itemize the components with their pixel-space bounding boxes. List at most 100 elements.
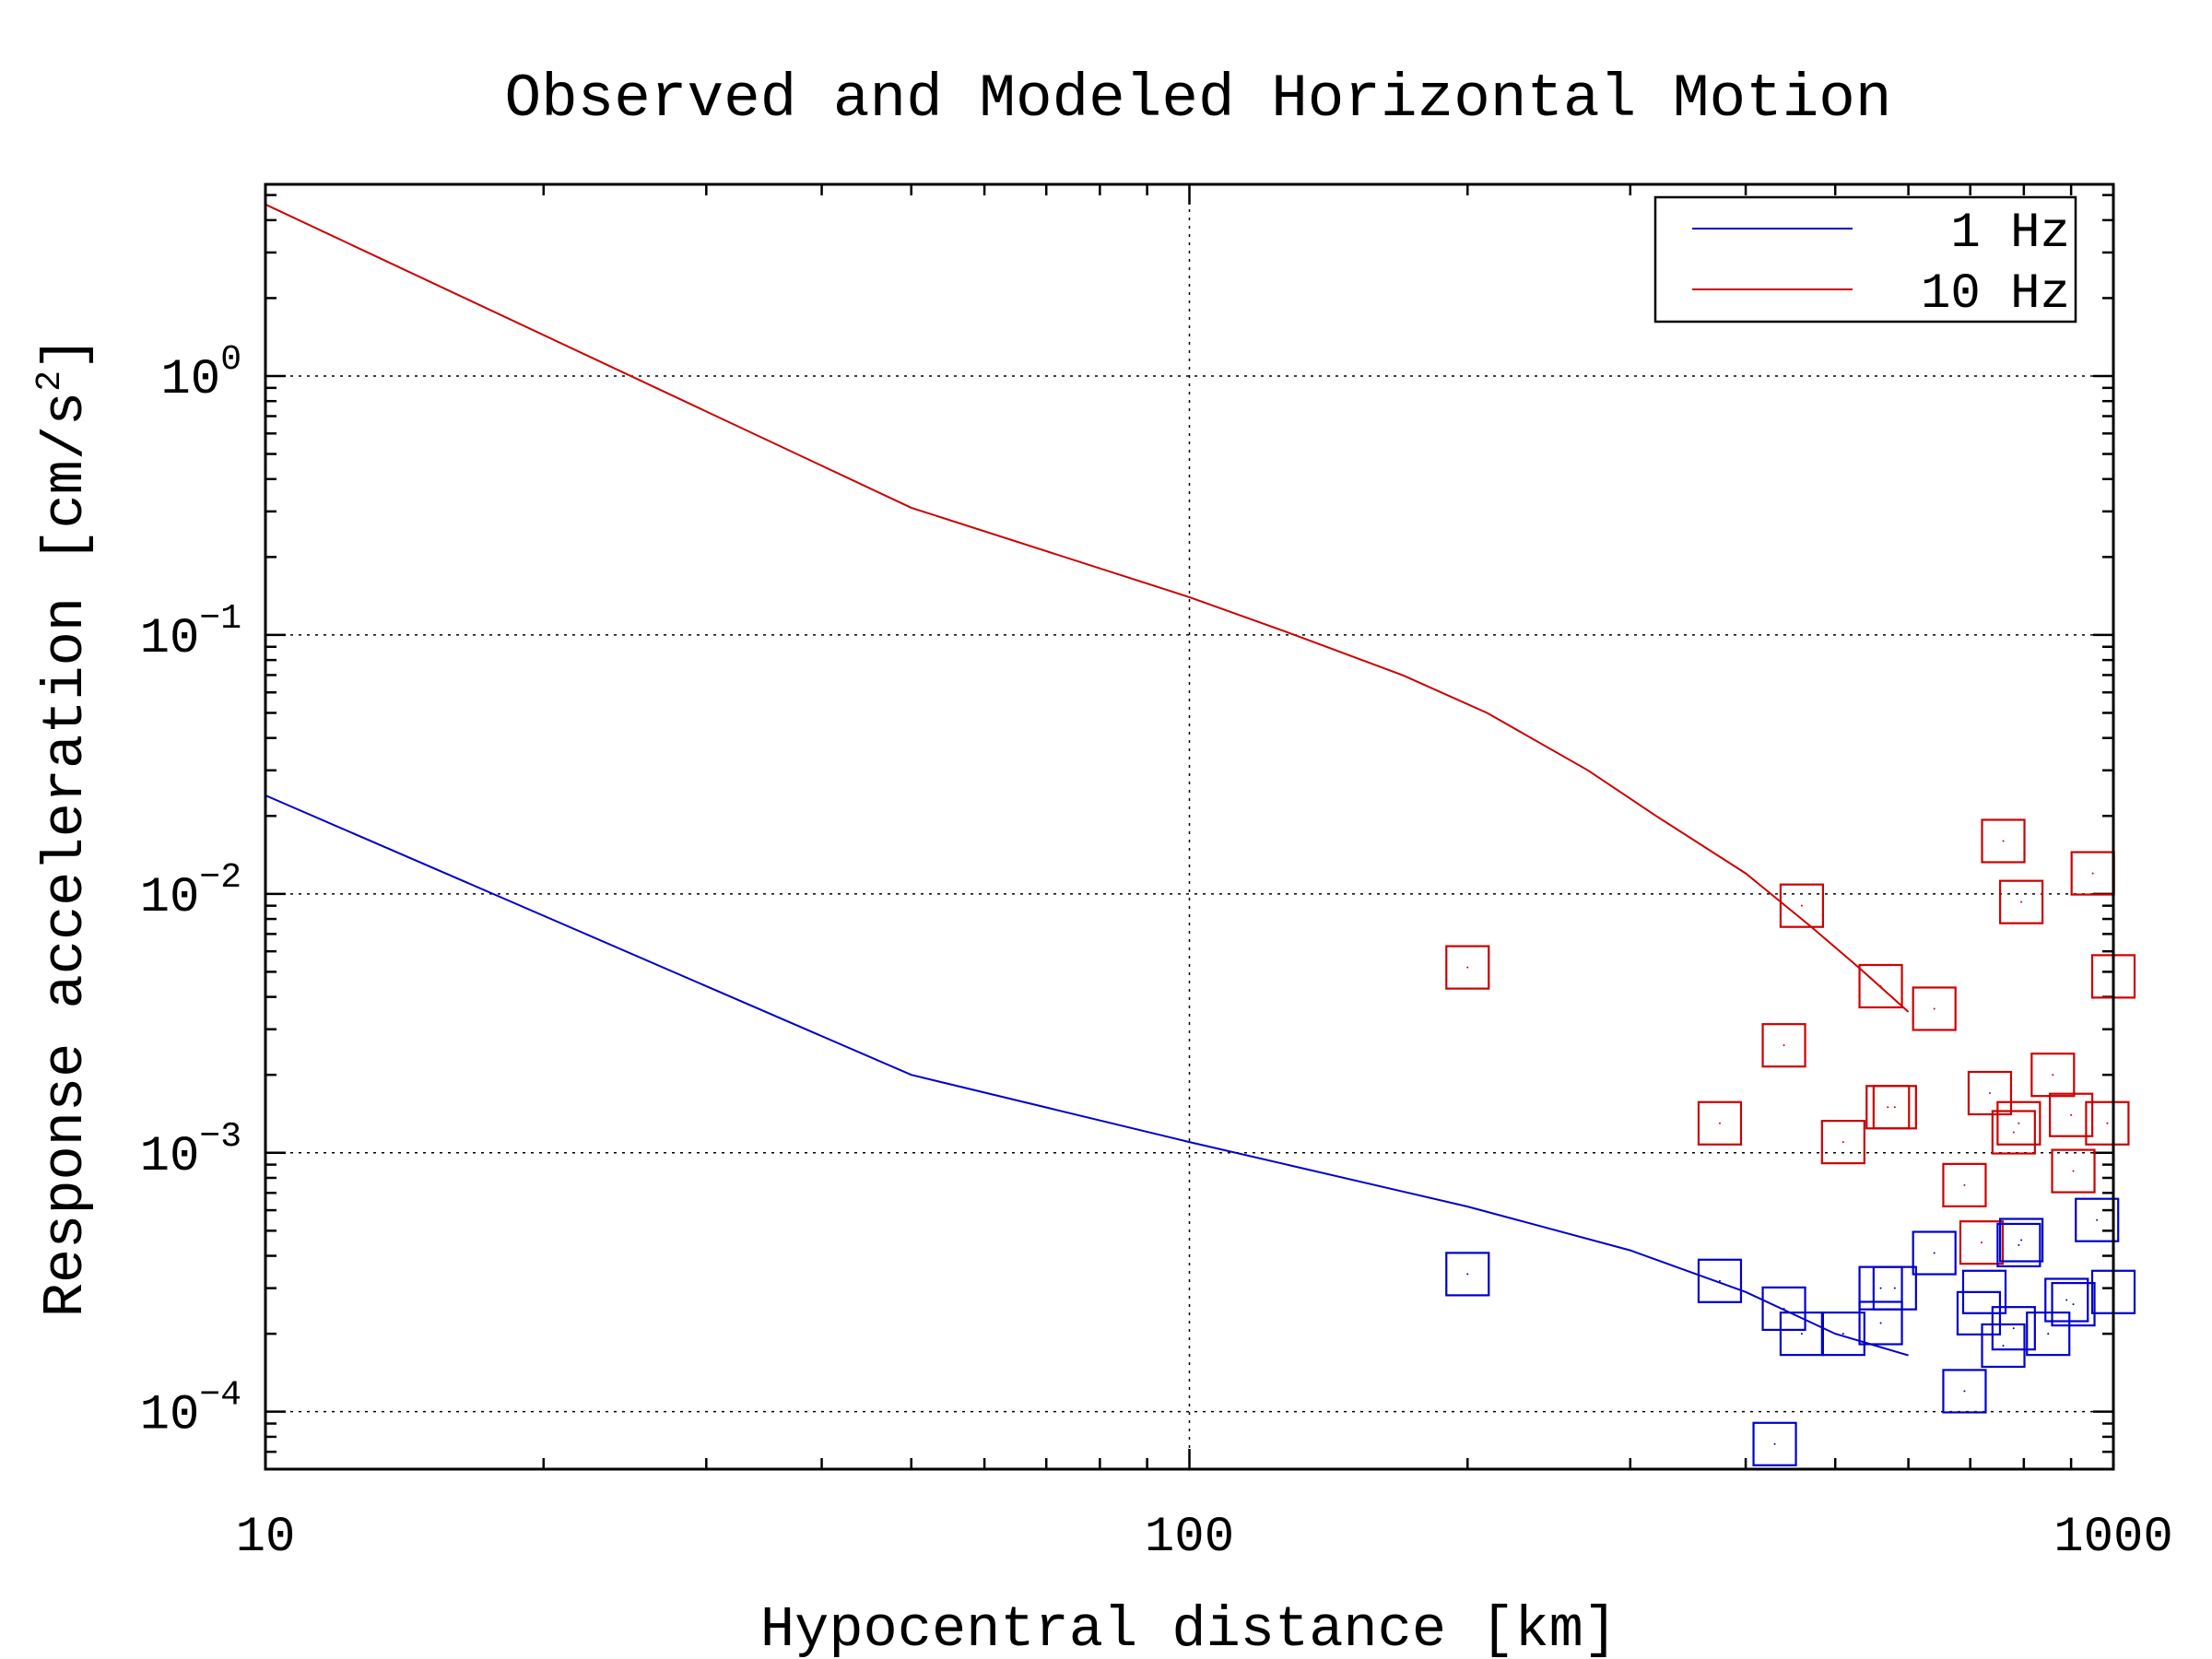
legend-box xyxy=(1653,195,2077,324)
y-axis-label-main: Response acceleration [cm/s xyxy=(33,392,99,1318)
x-axis-label: Hypocentral distance [km] xyxy=(760,1597,1618,1659)
observed-point-center-red-0 xyxy=(1466,966,1469,969)
observed-point-red-18 xyxy=(2051,1148,2096,1194)
observed-point-center-red-13 xyxy=(2012,1131,2015,1134)
observed-point-center-blue-5 xyxy=(1841,1333,1844,1335)
observed-point-center-blue-14 xyxy=(2012,1327,2015,1330)
legend: 1 Hz 10 Hz xyxy=(1653,195,2077,324)
observed-point-center-red-11 xyxy=(1988,1092,1991,1095)
observed-point-red-17 xyxy=(2049,1092,2094,1137)
x-tick-label-100: 100 xyxy=(1145,1510,1234,1566)
observed-point-center-red-10 xyxy=(1980,1241,1983,1244)
observed-point-blue-1 xyxy=(1697,1258,1743,1303)
observed-point-center-blue-3 xyxy=(1783,1307,1785,1310)
y-axis-label-end: ] xyxy=(33,336,99,371)
observed-point-red-11 xyxy=(1967,1070,2013,1116)
observed-point-center-blue-6 xyxy=(1879,1287,1882,1289)
observed-point-red-16 xyxy=(2030,1053,2076,1098)
observed-point-center-blue-0 xyxy=(1466,1273,1469,1276)
observed-point-blue-12 xyxy=(1961,1269,2007,1314)
observed-point-center-blue-2 xyxy=(1773,1442,1776,1445)
x-tick-labels: 10 100 1000 xyxy=(236,1510,2173,1566)
observed-point-center-red-2 xyxy=(1783,1044,1785,1047)
observed-point-blue-10 xyxy=(1942,1369,1987,1414)
observed-point-blue-17 xyxy=(2026,1312,2071,1357)
model-line-10hz xyxy=(265,203,1910,1013)
observed-point-center-red-8 xyxy=(1933,1007,1936,1010)
observed-point-center-blue-12 xyxy=(1983,1290,1985,1293)
model-line-1hz xyxy=(265,794,1909,1357)
observed-point-center-red-14 xyxy=(2018,1122,2020,1124)
observed-point-blue-9 xyxy=(1912,1230,1957,1276)
observed-point-red-5 xyxy=(1858,963,1903,1009)
observed-point-center-red-15 xyxy=(2020,900,2023,903)
plot-frame xyxy=(264,182,2115,1471)
observed-point-blue-20 xyxy=(2075,1197,2120,1242)
y-axis-label-sup: 2 xyxy=(30,371,70,392)
observed-point-center-red-16 xyxy=(2052,1074,2054,1077)
observed-point-blue-13 xyxy=(1981,1323,2026,1369)
observed-point-center-blue-8 xyxy=(1893,1287,1896,1289)
observed-point-center-red-9 xyxy=(1963,1183,1966,1186)
observed-point-center-red-3 xyxy=(1800,904,1803,907)
observed-point-center-red-7 xyxy=(1893,1106,1896,1109)
observed-point-red-3 xyxy=(1779,883,1825,928)
observed-point-red-1 xyxy=(1697,1100,1743,1146)
observed-point-center-blue-16 xyxy=(2020,1239,2023,1241)
x-tick-label-10: 10 xyxy=(236,1510,296,1566)
observed-point-blue-5 xyxy=(1820,1312,1865,1357)
series-layer xyxy=(265,203,2136,1466)
observed-point-center-red-12 xyxy=(2002,840,2005,842)
y-axis-label: Response acceleration [cm/s2] xyxy=(30,336,99,1318)
observed-point-red-14 xyxy=(1996,1100,2041,1146)
y-tick-label-2: 10−2 xyxy=(140,858,241,926)
observed-point-center-blue-18 xyxy=(2065,1299,2068,1301)
observed-point-blue-19 xyxy=(2051,1282,2096,1327)
observed-point-red-20 xyxy=(2085,1100,2130,1146)
observed-point-center-red-20 xyxy=(2106,1122,2109,1124)
chart-title: Observed and Modeled Horizontal Motion xyxy=(504,65,1891,134)
y-tick-label-4: 10−4 xyxy=(140,1376,241,1444)
observed-point-blue-7 xyxy=(1858,1300,1903,1346)
y-tick-label-1: 10−1 xyxy=(140,599,241,667)
x-tick-label-1000: 1000 xyxy=(2053,1510,2173,1566)
observed-point-blue-8 xyxy=(1872,1265,1917,1311)
observed-point-center-red-17 xyxy=(2070,1113,2073,1116)
observed-point-red-10 xyxy=(1959,1220,2005,1265)
observed-point-blue-3 xyxy=(1761,1286,1806,1331)
observed-point-center-blue-9 xyxy=(1933,1252,1936,1254)
observed-point-red-0 xyxy=(1445,945,1490,990)
legend-label-10hz: 10 Hz xyxy=(1921,266,2070,323)
observed-point-blue-0 xyxy=(1445,1252,1490,1297)
y-tick-label-3: 10−3 xyxy=(140,1117,241,1185)
y-tick-labels: 100 10−1 10−2 10−3 10−4 xyxy=(140,340,241,1444)
observed-point-center-blue-20 xyxy=(2096,1218,2099,1221)
observed-point-blue-14 xyxy=(1991,1306,2036,1351)
observed-point-blue-15 xyxy=(1996,1222,2041,1268)
grid-lines xyxy=(265,184,2113,1469)
observed-point-red-15 xyxy=(1999,879,2044,924)
observed-point-center-red-5 xyxy=(1879,984,1882,987)
observed-point-center-red-6 xyxy=(1887,1106,1889,1109)
observed-point-center-blue-1 xyxy=(1718,1279,1721,1282)
observed-point-center-red-1 xyxy=(1718,1122,1721,1124)
observed-point-center-blue-17 xyxy=(2047,1333,2050,1335)
observed-point-center-red-19 xyxy=(2091,872,2094,875)
observed-point-red-13 xyxy=(1991,1110,2036,1155)
observed-point-center-blue-19 xyxy=(2072,1303,2075,1306)
observed-point-red-12 xyxy=(1981,818,2026,864)
observed-point-center-blue-15 xyxy=(2018,1243,2020,1246)
observed-point-blue-18 xyxy=(2044,1277,2089,1323)
observed-point-center-blue-4 xyxy=(1800,1333,1803,1335)
y-tick-label-0: 100 xyxy=(160,340,241,408)
observed-point-center-blue-13 xyxy=(2002,1344,2005,1347)
observed-point-red-2 xyxy=(1761,1023,1806,1068)
observed-point-center-blue-7 xyxy=(1879,1322,1882,1324)
observed-point-red-4 xyxy=(1820,1120,1865,1165)
observed-point-blue-16 xyxy=(1999,1218,2044,1263)
observed-point-center-red-18 xyxy=(2072,1170,2075,1172)
observed-point-blue-2 xyxy=(1752,1421,1797,1466)
observed-point-red-8 xyxy=(1912,986,1957,1031)
observed-point-center-blue-10 xyxy=(1963,1390,1966,1393)
